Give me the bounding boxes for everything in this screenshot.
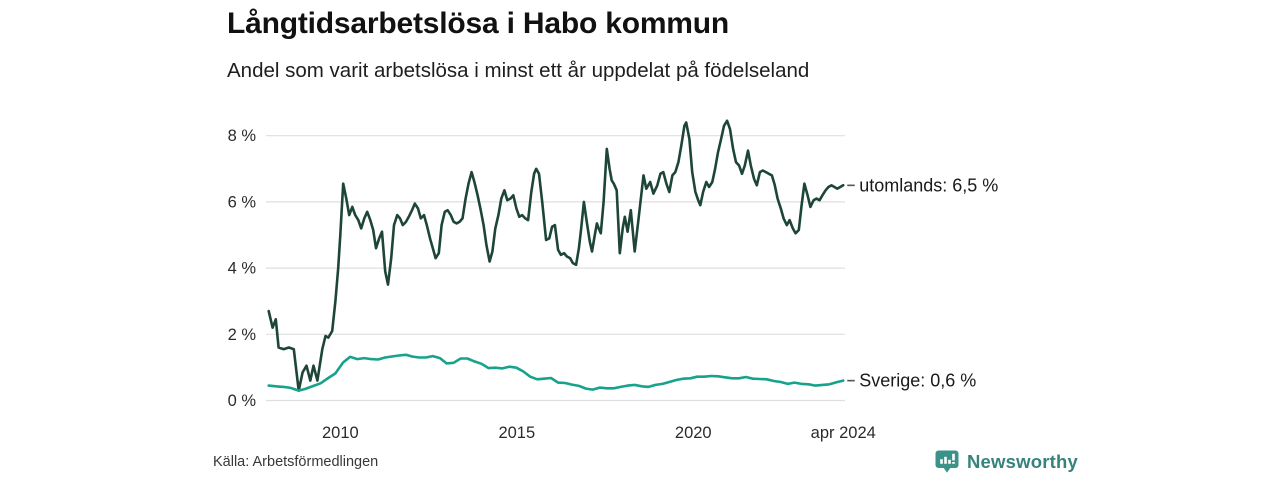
- x-tick-label: apr 2024: [811, 424, 876, 442]
- chart-series: [267, 119, 845, 392]
- x-tick-label: 2010: [322, 424, 359, 442]
- y-tick-label: 2 %: [228, 326, 257, 344]
- chart-title: Långtidsarbetslösa i Habo kommun: [227, 7, 730, 40]
- end-label-utomlands: utomlands: 6,5 %: [859, 175, 998, 195]
- y-tick-label: 6 %: [228, 193, 257, 211]
- chart-subtitle: Andel som varit arbetslösa i minst ett å…: [227, 59, 810, 82]
- y-tick-label: 8 %: [228, 127, 257, 145]
- newsworthy-logo-text: Newsworthy: [967, 451, 1078, 472]
- series-end-labels: utomlands: 6,5 % Sverige: 0,6 %: [847, 175, 998, 391]
- newsworthy-brand: Newsworthy: [934, 449, 1078, 475]
- y-tick-label: 0 %: [228, 392, 257, 410]
- x-tick-label: 2015: [498, 424, 535, 442]
- series-line-utomlands: [267, 119, 845, 392]
- source-note: Källa: Arbetsförmedlingen: [213, 454, 379, 470]
- series-line-sverige: [267, 353, 845, 392]
- x-tick-label: 2020: [675, 424, 712, 442]
- gridlines: [266, 135, 845, 402]
- axis-labels: 0 % 2 % 4 % 6 % 8 % 2010 2015 2020 apr 2024: [228, 127, 876, 442]
- end-label-sverige: Sverige: 0,6 %: [859, 371, 976, 391]
- y-tick-label: 4 %: [228, 260, 257, 278]
- newsworthy-logo-icon: [935, 450, 959, 473]
